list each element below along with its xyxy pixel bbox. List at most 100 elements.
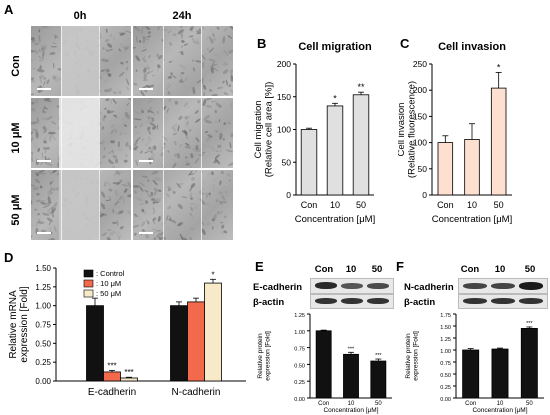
micrograph-r0-c0 (31, 26, 131, 96)
y-tick-label: 1.25 (35, 283, 51, 292)
y-axis-label: Cell migration (253, 100, 264, 158)
row-head-50um: 50 μM (10, 194, 22, 226)
y-tick-label: 1.00 (294, 330, 305, 336)
bar-10 (326, 105, 344, 196)
blot-e-bactin (310, 294, 394, 309)
chart-title: Cell invasion (438, 41, 506, 53)
significance-label: *** (375, 353, 382, 359)
bar-Con (315, 330, 332, 399)
y-tick-label: 200 (277, 59, 291, 69)
y-tick-label: 0.25 (294, 380, 305, 386)
x-tick-label: 50 (356, 200, 366, 210)
row-head-con: Con (10, 55, 22, 77)
row-head-10um: 10 μM (10, 122, 22, 154)
y-tick-label: 0.25 (35, 358, 51, 367)
y-tick-label: 0.25 (440, 385, 451, 391)
y-tick-label: 100 (413, 138, 427, 148)
bar-50 (490, 87, 507, 196)
legend-swatch (83, 289, 94, 298)
y-axis-label: expression [Fold] (265, 331, 272, 381)
x-tick-label: 10 (330, 200, 340, 210)
significance-label: * (211, 270, 214, 279)
legend-label: : 50 μM (96, 289, 121, 298)
blot-f-ncadherin (458, 278, 548, 294)
significance-label: *** (107, 361, 116, 370)
y-tick-label: 1.00 (35, 302, 51, 311)
panel-letter-b: B (257, 36, 267, 51)
y-tick-label: 0.50 (440, 373, 451, 379)
chart-cell-migration: Cell migration 0 50 100 150 200 Con * 10 ** 50 Conc… (253, 41, 375, 225)
panel-letter-e: E (255, 259, 264, 274)
y-axis-label: Relative mRNA (8, 290, 19, 359)
x-tick-label: 10 (497, 401, 504, 407)
micrograph-r1-c0 (31, 98, 131, 168)
bar-50 (520, 327, 538, 399)
significance-label: *** (526, 321, 533, 327)
col-head-0h: 0h (73, 10, 87, 22)
blot-e-head-con: Con (314, 264, 334, 275)
y-tick-label: 0.00 (440, 397, 451, 403)
bar-10 (343, 353, 359, 399)
chart-ecadherin-protein: 0.00 0.25 0.50 0.75 1.00 1.25 Con *** 10 *** 50Con… (257, 313, 392, 414)
x-tick-label: 50 (526, 401, 533, 407)
x-tick-label: Con (301, 200, 318, 210)
bar-E-cadherin-0 (86, 305, 104, 382)
bar-N-cadherin-0 (170, 305, 188, 382)
x-tick-label: Con (437, 200, 454, 210)
x-tick-label: Con (465, 401, 476, 407)
y-tick-label: 0 (286, 190, 291, 200)
x-axis-label: Concentration [μM] (323, 407, 378, 414)
y-axis-label: (Relative fluorescence) (407, 81, 418, 178)
y-tick-label: 1.25 (294, 313, 305, 319)
panel-letter-c: C (400, 36, 410, 51)
micrograph-r2-c1 (133, 170, 233, 240)
x-axis-label: Concentration [μM] (432, 214, 512, 225)
chart-mrna-expression: 0.00 0.25 0.50 0.75 1.00 1.25 1.50 *** *** E-cadh… (8, 264, 246, 398)
y-axis-label: expression [Fold] (19, 286, 30, 362)
y-axis-label: expression [Fold] (413, 331, 420, 381)
panel-letter-d: D (4, 250, 14, 265)
y-tick-label: 150 (413, 111, 427, 121)
y-tick-label: 50 (282, 157, 292, 167)
blot-f-head-50: 50 (524, 264, 536, 275)
micrograph-r0-c1 (133, 26, 233, 96)
y-axis-label: Relative protein (405, 333, 412, 379)
significance-label: * (333, 93, 337, 103)
y-tick-label: 150 (277, 92, 291, 102)
y-tick-label: 1.75 (440, 313, 451, 319)
bar-E-cadherin-2 (120, 377, 138, 382)
legend-label: : Control (96, 269, 125, 278)
blot-f-bactin (458, 294, 548, 309)
blot-e-head-50: 50 (371, 264, 383, 275)
significance-label: *** (348, 346, 355, 352)
col-head-24h: 24h (172, 10, 192, 22)
x-tick-label: 50 (494, 200, 504, 210)
x-axis-label: Concentration [μM] (295, 214, 375, 225)
significance-label: * (497, 62, 501, 72)
y-axis-label: (Relative cell area [%]) (264, 82, 275, 178)
bar-50 (370, 360, 387, 399)
y-tick-label: 50 (418, 164, 428, 174)
chart-cell-invasion: Cell invasion 0 50 100 150 200 250 Con 10 * 50 Conc… (398, 41, 512, 225)
panel-letter-f: F (396, 259, 404, 274)
x-tick-label: E-cadherin (88, 387, 136, 398)
bar-N-cadherin-2 (204, 282, 222, 382)
y-tick-label: 100 (277, 125, 291, 135)
y-tick-label: 0 (422, 190, 427, 200)
bar-50 (352, 94, 370, 196)
chart-ncadherin-protein: 0.00 0.25 0.50 0.75 1.00 1.25 1.50 1.75 Con 10 ***… (405, 313, 544, 414)
y-tick-label: 1.50 (440, 325, 451, 331)
y-tick-label: 1.00 (440, 349, 451, 355)
blot-e-head-10: 10 (345, 264, 357, 275)
legend-swatch (83, 279, 94, 288)
y-axis-label: Relative protein (257, 333, 264, 379)
x-tick-label: N-cadherin (172, 387, 221, 398)
bar-10 (464, 139, 480, 196)
y-tick-label: 0.75 (35, 321, 51, 330)
y-tick-label: 200 (413, 85, 427, 95)
y-tick-label: 0.00 (35, 377, 51, 386)
x-tick-label: 10 (467, 200, 477, 210)
y-tick-label: 0.75 (294, 347, 305, 353)
y-tick-label: 1.25 (440, 337, 451, 343)
bar-Con (300, 129, 318, 196)
